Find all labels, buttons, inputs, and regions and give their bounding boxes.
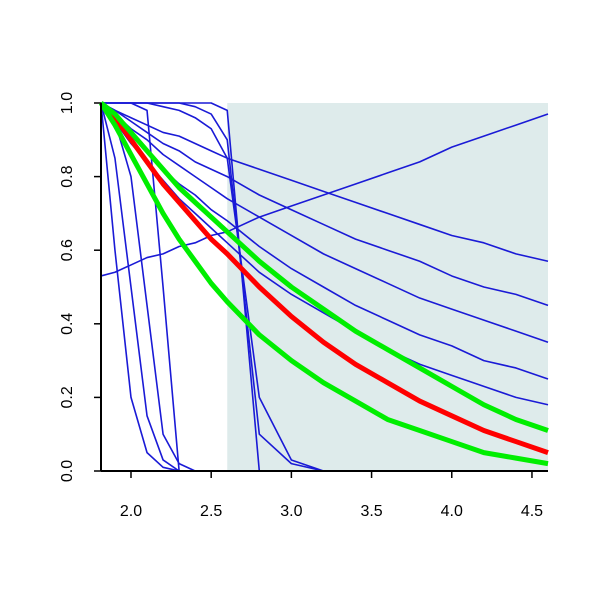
series-line: [100, 113, 549, 277]
y-tick-label: 0.2: [59, 386, 76, 408]
y-tick-label: 0.6: [59, 239, 76, 261]
series-line: [99, 101, 549, 433]
series-line: [99, 101, 549, 455]
x-tick-label: 2.5: [200, 503, 222, 520]
y-tick-label: 0.4: [59, 313, 76, 335]
x-tick-label: 3.5: [360, 503, 382, 520]
shaded-region: [227, 103, 548, 471]
x-tick-label: 4.0: [441, 503, 463, 520]
y-tick-label: 0.0: [59, 460, 76, 482]
x-tick-label: 2.0: [120, 503, 142, 520]
x-tick-label: 4.5: [521, 503, 543, 520]
series-line: [98, 101, 549, 467]
y-tick-label: 1.0: [59, 92, 76, 114]
series-line: [100, 102, 549, 307]
series-line: [100, 102, 549, 263]
y-tick-label: 0.8: [59, 165, 76, 187]
x-tick-label: 3.0: [280, 503, 302, 520]
